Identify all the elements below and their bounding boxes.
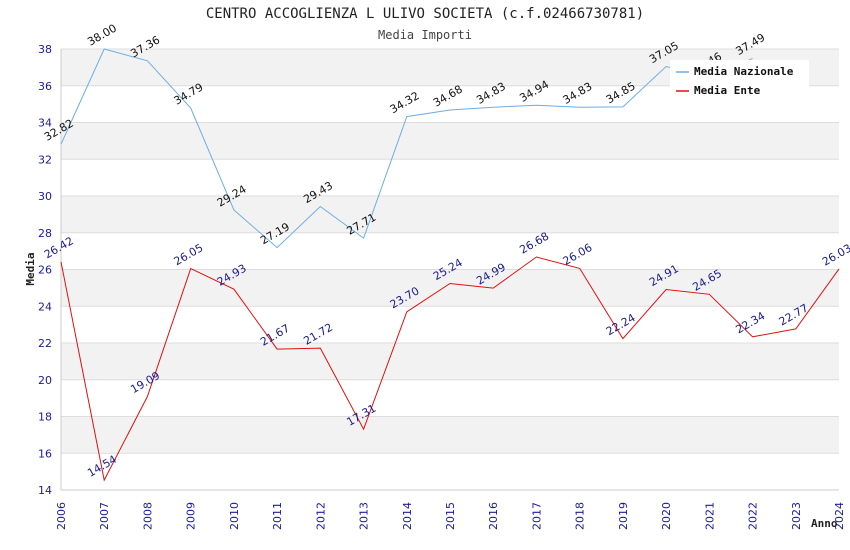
x-axis-ticks: 2006 2007 2008 2009 2010 2011 2012 2013 2014 2015…: [55, 502, 846, 530]
x-tick-label: 2009: [185, 502, 198, 530]
x-tick-label: 2013: [358, 502, 371, 530]
series-lines: [60, 48, 840, 482]
grid-band: [61, 196, 839, 233]
x-tick-label: 2017: [530, 502, 543, 530]
y-tick-label: 36: [38, 80, 52, 93]
legend-label-nazionale: Media Nazionale: [694, 65, 794, 78]
y-tick-label: 28: [38, 227, 52, 240]
grid-band: [61, 306, 839, 343]
series-line-nazionale: [60, 48, 753, 249]
x-tick-label: 2020: [660, 502, 673, 530]
x-tick-label: 2022: [747, 502, 760, 530]
grid-lines: [60, 48, 839, 491]
grid-band: [61, 343, 839, 380]
y-axis-label: Media: [24, 252, 37, 285]
x-tick-label: 2011: [271, 502, 284, 530]
legend-label-ente: Media Ente: [694, 84, 761, 97]
x-tick-label: 2021: [703, 502, 716, 530]
x-axis-label: Anno: [811, 517, 838, 530]
x-tick-label: 2007: [98, 502, 111, 530]
y-tick-label: 32: [38, 153, 52, 166]
data-label: 38.00: [85, 22, 119, 49]
x-tick-label: 2008: [141, 502, 154, 530]
legend: Media Nazionale Media Ente: [670, 60, 809, 102]
x-tick-label: 2016: [487, 502, 500, 530]
x-tick-label: 2006: [55, 502, 68, 530]
y-axis-ticks: 14 16 18 20 22 24 26 28 30 32 34 36 38: [38, 43, 52, 497]
x-tick-label: 2010: [228, 502, 241, 530]
x-tick-label: 2018: [574, 502, 587, 530]
x-tick-label: 2024: [833, 502, 846, 530]
x-tick-label: 2014: [401, 502, 414, 530]
y-tick-label: 30: [38, 190, 52, 203]
grid-band: [61, 159, 839, 196]
y-tick-label: 24: [38, 300, 52, 313]
grid-bands: [61, 49, 839, 490]
x-tick-label: 2023: [790, 502, 803, 530]
x-tick-label: 2015: [444, 502, 457, 530]
grid-band: [61, 269, 839, 307]
y-tick-label: 18: [38, 411, 52, 424]
chart-subtitle: Media Importi: [378, 28, 472, 42]
legend-box: [670, 60, 809, 102]
y-tick-label: 16: [38, 447, 52, 460]
grid-band: [61, 122, 839, 160]
x-tick-label: 2019: [617, 502, 630, 530]
grid-band: [61, 453, 839, 490]
y-tick-label: 38: [38, 43, 52, 56]
series-line-ente: [60, 256, 840, 482]
y-tick-label: 34: [38, 117, 52, 130]
y-tick-label: 26: [38, 264, 52, 277]
grid-band: [61, 416, 839, 454]
x-tick-label: 2012: [314, 502, 327, 530]
y-tick-label: 20: [38, 374, 52, 387]
y-tick-label: 14: [38, 484, 52, 497]
grid-band: [61, 232, 839, 270]
chart-title: CENTRO ACCOGLIENZA L ULIVO SOCIETA (c.f.…: [206, 6, 644, 22]
grid-band: [61, 379, 839, 417]
y-tick-label: 22: [38, 337, 52, 350]
